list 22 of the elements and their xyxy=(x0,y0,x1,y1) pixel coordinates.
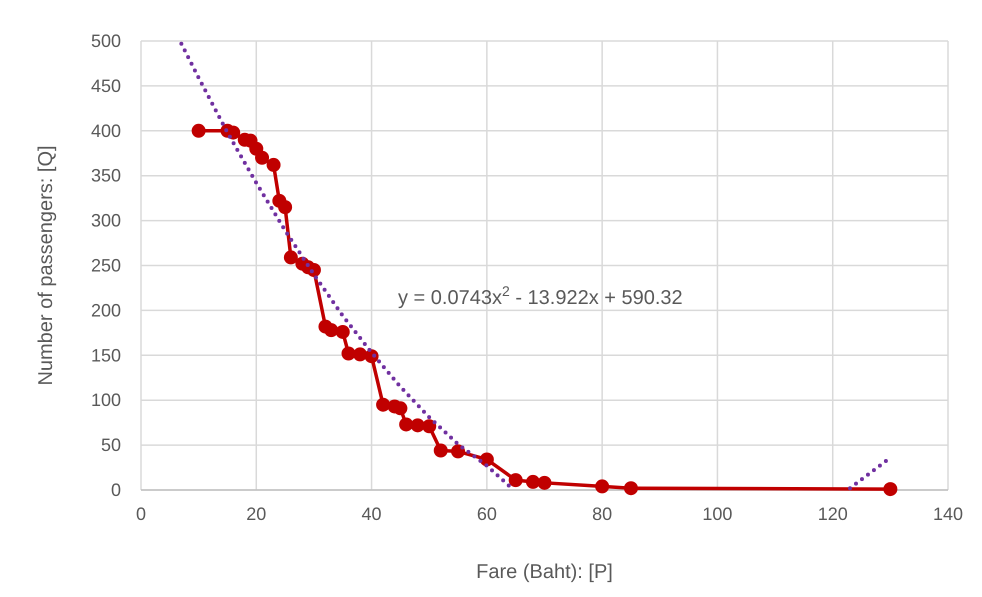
y-tick-label: 250 xyxy=(90,256,121,276)
y-tick-label: 0 xyxy=(110,480,121,500)
annotation: y = 0.0743x$^{2}$ - 13.922x + 590.32 xyxy=(398,283,683,309)
x-tick-label: 80 xyxy=(592,504,612,524)
x-tick-label: 140 xyxy=(932,504,964,524)
x-tick-label: 0 xyxy=(136,504,146,524)
x-tick-label: 20 xyxy=(246,504,266,524)
y-tick-label: 300 xyxy=(90,210,121,231)
x-tick-label: 40 xyxy=(362,504,382,524)
y-tick-label: 200 xyxy=(90,300,121,320)
y-tick-label: 50 xyxy=(100,435,121,456)
x-tick-label: 100 xyxy=(702,504,732,524)
y-tick-label: 350 xyxy=(90,166,121,186)
y-tick-label: 100 xyxy=(90,390,121,410)
y-tick-label: 500 xyxy=(90,31,121,51)
x-tick-label: 60 xyxy=(476,504,497,524)
x-axis-title: Fare (Baht): [P] xyxy=(476,561,613,583)
y-axis-title: Number of passengers: [Q] xyxy=(35,145,57,386)
y-tick-label: 450 xyxy=(90,76,121,96)
x-tick-label: 120 xyxy=(818,504,848,524)
y-tick-label: 400 xyxy=(90,120,121,141)
y-tick-label: 150 xyxy=(90,345,121,366)
